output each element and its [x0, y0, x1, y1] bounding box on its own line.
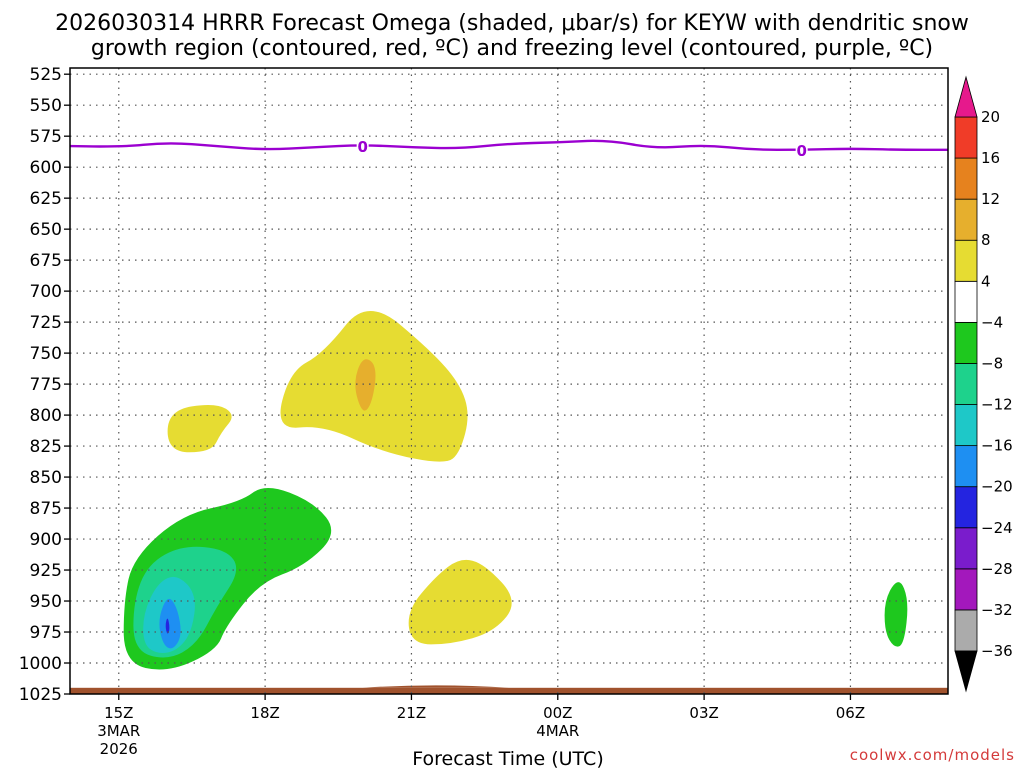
- terrain-strip: [70, 687, 948, 694]
- colorbar-label--32: −32: [981, 601, 1013, 619]
- colorbar-label--8: −8: [981, 354, 1003, 372]
- x-tick-label-03Z: 03Z: [689, 704, 718, 722]
- x-tick-label-00Z: 00Z: [543, 704, 572, 722]
- x-tick-date-15Z: 3MAR: [97, 722, 140, 740]
- colorbar-band--4: [954, 280, 978, 323]
- omega-shading-layer: [123, 310, 908, 670]
- x-tick-year-15Z: 2026: [100, 740, 138, 758]
- y-tick-label-600: 600: [30, 158, 62, 178]
- freezing-level-line: [69, 139, 948, 152]
- plot-frame: [69, 67, 949, 695]
- colorbar-label--4: −4: [981, 313, 1003, 331]
- y-tick-label-675: 675: [30, 251, 62, 271]
- colorbar-label-12: 12: [981, 190, 1000, 208]
- colorbar-over-triangle: [954, 75, 978, 118]
- colorbar-band-8: [954, 198, 978, 241]
- colorbar-label-20: 20: [981, 108, 1000, 126]
- colorbar-band--12: [954, 363, 978, 405]
- y-tick-label-950: 950: [30, 592, 62, 612]
- freezing-level-label-bg-0: [356, 137, 369, 156]
- y-axis-ticks: 525 550 575 600 625 650 675 700 725 750 775 800 825 8…: [19, 65, 70, 705]
- colorbar-label-8: 8: [981, 231, 991, 249]
- freezing-level-label-bg-1: [795, 140, 808, 159]
- omega-region-8: [165, 618, 170, 634]
- colorbar-label-4: 4: [981, 272, 991, 290]
- y-tick-label-900: 900: [30, 530, 62, 550]
- y-tick-label-625: 625: [30, 189, 62, 209]
- colorbar-band-12: [954, 157, 978, 200]
- x-tick-label-18Z: 18Z: [250, 704, 279, 722]
- y-tick-label-575: 575: [30, 127, 62, 147]
- chart-title-line2: growth region (contoured, red, ºC) and f…: [91, 36, 933, 61]
- colorbar-label--20: −20: [981, 478, 1013, 496]
- y-tick-label-1000: 1000: [19, 654, 62, 674]
- x-tick-label-21Z: 21Z: [397, 704, 426, 722]
- x-tick-label-06Z: 06Z: [836, 704, 865, 722]
- terrain-bump: [362, 685, 509, 688]
- omega-region-3: [408, 559, 512, 645]
- y-tick-label-525: 525: [30, 65, 62, 85]
- terrain-layer: [70, 685, 948, 694]
- colorbar-label--36: −36: [981, 642, 1013, 660]
- omega-region-1: [355, 359, 376, 411]
- colorbar-label--28: −28: [981, 560, 1013, 578]
- freezing-level-label-0: 0: [357, 138, 367, 156]
- y-tick-label-850: 850: [30, 468, 62, 488]
- freezing-level-label-1: 0: [796, 142, 806, 160]
- colorbar: −36 −32 −28 −24 −20 −16 −12 −8 −4 4 8 12 16 20: [954, 75, 1013, 693]
- colorbar-band--32: [954, 568, 978, 611]
- colorbar-band--16: [954, 404, 978, 447]
- colorbar-band--24: [954, 486, 978, 529]
- y-tick-label-800: 800: [30, 406, 62, 426]
- y-tick-label-775: 775: [30, 375, 62, 395]
- y-tick-label-925: 925: [30, 561, 62, 581]
- colorbar-label--12: −12: [981, 396, 1013, 414]
- x-tick-date-00Z: 4MAR: [536, 722, 579, 740]
- y-tick-label-750: 750: [30, 344, 62, 364]
- y-tick-label-975: 975: [30, 623, 62, 643]
- colorbar-band--20: [954, 445, 978, 488]
- y-tick-label-700: 700: [30, 282, 62, 302]
- colorbar-band--28: [954, 527, 978, 570]
- colorbar-band--8: [954, 321, 978, 364]
- gridlines: [70, 68, 948, 694]
- y-tick-label-650: 650: [30, 220, 62, 240]
- colorbar-label-16: 16: [981, 149, 1000, 167]
- colorbar-band--36: [954, 609, 978, 652]
- y-tick-label-875: 875: [30, 499, 62, 519]
- y-tick-label-1025: 1025: [19, 685, 62, 705]
- colorbar-under-triangle: [954, 650, 978, 693]
- y-tick-label-550: 550: [30, 96, 62, 116]
- colorbar-band-4: [954, 239, 978, 282]
- credit-text: coolwx.com/models: [850, 746, 1015, 764]
- colorbar-label--24: −24: [981, 519, 1013, 537]
- omega-region-7: [159, 598, 181, 649]
- omega-region-9: [884, 582, 908, 647]
- y-tick-label-725: 725: [30, 313, 62, 333]
- x-tick-label-15Z: 15Z: [104, 704, 133, 722]
- chart-title-line1: 2026030314 HRRR Forecast Omega (shaded, …: [55, 11, 969, 36]
- y-tick-label-825: 825: [30, 437, 62, 457]
- colorbar-label--16: −16: [981, 437, 1013, 455]
- x-axis-label: Forecast Time (UTC): [412, 748, 603, 768]
- colorbar-band-16: [954, 116, 978, 159]
- omega-region-2: [167, 405, 232, 453]
